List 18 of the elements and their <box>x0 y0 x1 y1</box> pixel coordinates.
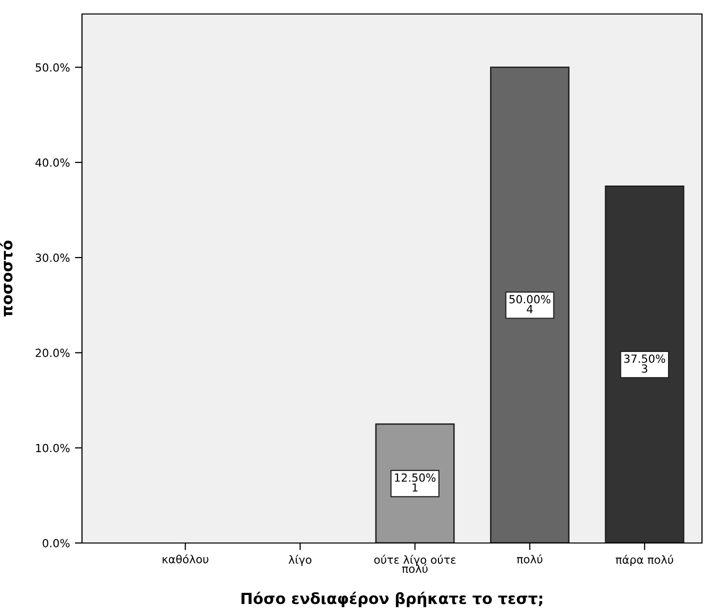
y-tick-label: 30.0% <box>36 254 70 262</box>
y-tick-label: 20.0% <box>36 348 70 358</box>
x-tick-label: πάρα πολύ <box>616 554 674 566</box>
y-tick-label: 40.0% <box>35 158 70 167</box>
y-tick-label: 50.0% <box>36 63 70 72</box>
bar <box>604 186 684 543</box>
x-tick-label: ούτε λίγο ούτε πολύ <box>374 554 456 573</box>
y-tick-label: 10.0% <box>36 444 70 452</box>
x-axis-title: Πόσο ενδιαφέρον βρήκατε το τεστ; <box>242 592 542 608</box>
x-tick-label: καθόλου <box>162 554 208 564</box>
x-tick-label: πολύ <box>516 554 542 564</box>
data-label: 12.50% 1 <box>395 473 436 492</box>
data-label: 50.00% 4 <box>509 295 550 314</box>
y-tick-label: 0.0% <box>42 538 70 548</box>
y-axis-title: ποσοστό <box>0 240 13 316</box>
x-tick-label: λίγο <box>288 554 312 566</box>
data-label: 37.50% 3 <box>624 354 666 373</box>
bar <box>490 66 570 543</box>
